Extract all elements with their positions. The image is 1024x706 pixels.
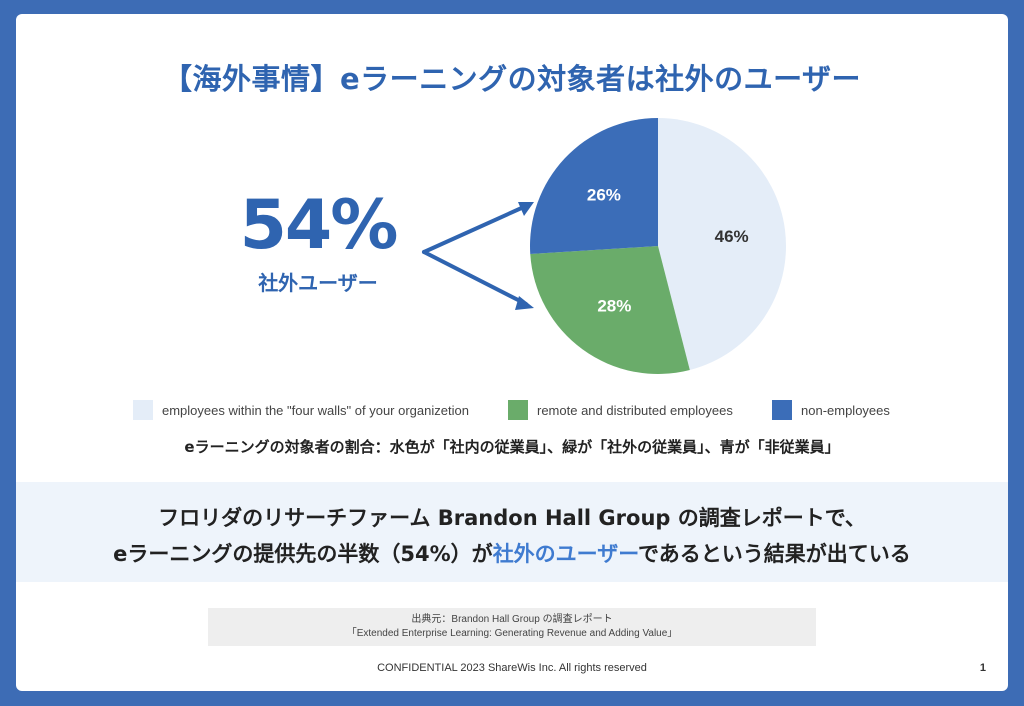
summary-band: フロリダのリサーチファーム Brandon Hall Group の調査レポート… — [16, 482, 1008, 582]
summary-text: であるという結果が出ている — [638, 542, 911, 566]
legend-item-non-employees: non-employees — [772, 400, 890, 420]
page-number: 1 — [979, 662, 986, 674]
slide: 【海外事情】eラーニングの対象者は社外のユーザー 54% 社外ユーザー 46% 2… — [16, 14, 1008, 691]
pie-slice — [530, 246, 690, 374]
pie-slice-label: 46% — [715, 227, 749, 246]
pie-slice — [530, 118, 658, 255]
chart-legend: employees within the "four walls" of you… — [16, 400, 1008, 424]
legend-label: employees within the "four walls" of you… — [162, 402, 469, 418]
footer-copyright: CONFIDENTIAL 2023 ShareWis Inc. All righ… — [377, 662, 647, 674]
arrows-icon — [422, 202, 534, 310]
summary-text: eラーニングの提供先の半数（54%）が — [113, 542, 493, 566]
source-line-1: 出典元：Brandon Hall Group の調査レポート — [411, 614, 613, 625]
pie-chart: 46% 28% 26% — [530, 118, 786, 374]
summary-line-1: フロリダのリサーチファーム Brandon Hall Group の調査レポート… — [158, 506, 866, 530]
source-box: 出典元：Brandon Hall Group の調査レポート 「Extended… — [208, 608, 816, 646]
legend-label: non-employees — [801, 402, 890, 418]
legend-item-employees: employees within the "four walls" of you… — [133, 400, 469, 420]
source-line-2: 「Extended Enterprise Learning: Generatin… — [346, 628, 678, 639]
pie-slice-label: 26% — [587, 186, 621, 205]
summary-highlight: 社外のユーザー — [492, 542, 639, 566]
chart-caption: eラーニングの対象者の割合：水色が「社内の従業員」、緑が「社外の従業員」、青が「… — [184, 438, 840, 456]
legend-swatch — [133, 400, 153, 420]
summary-line-2: eラーニングの提供先の半数（54%）が社外のユーザーであるという結果が出ている — [16, 538, 1008, 568]
legend-label: remote and distributed employees — [537, 402, 733, 418]
highlight-value: 54% — [239, 186, 399, 265]
pie-slice — [658, 118, 786, 370]
legend-swatch — [508, 400, 528, 420]
pie-slice-label: 28% — [597, 297, 631, 316]
legend-swatch — [772, 400, 792, 420]
highlight-label: 社外ユーザー — [258, 271, 378, 295]
legend-item-remote: remote and distributed employees — [508, 400, 733, 420]
slide-title: 【海外事情】eラーニングの対象者は社外のユーザー — [162, 62, 862, 96]
